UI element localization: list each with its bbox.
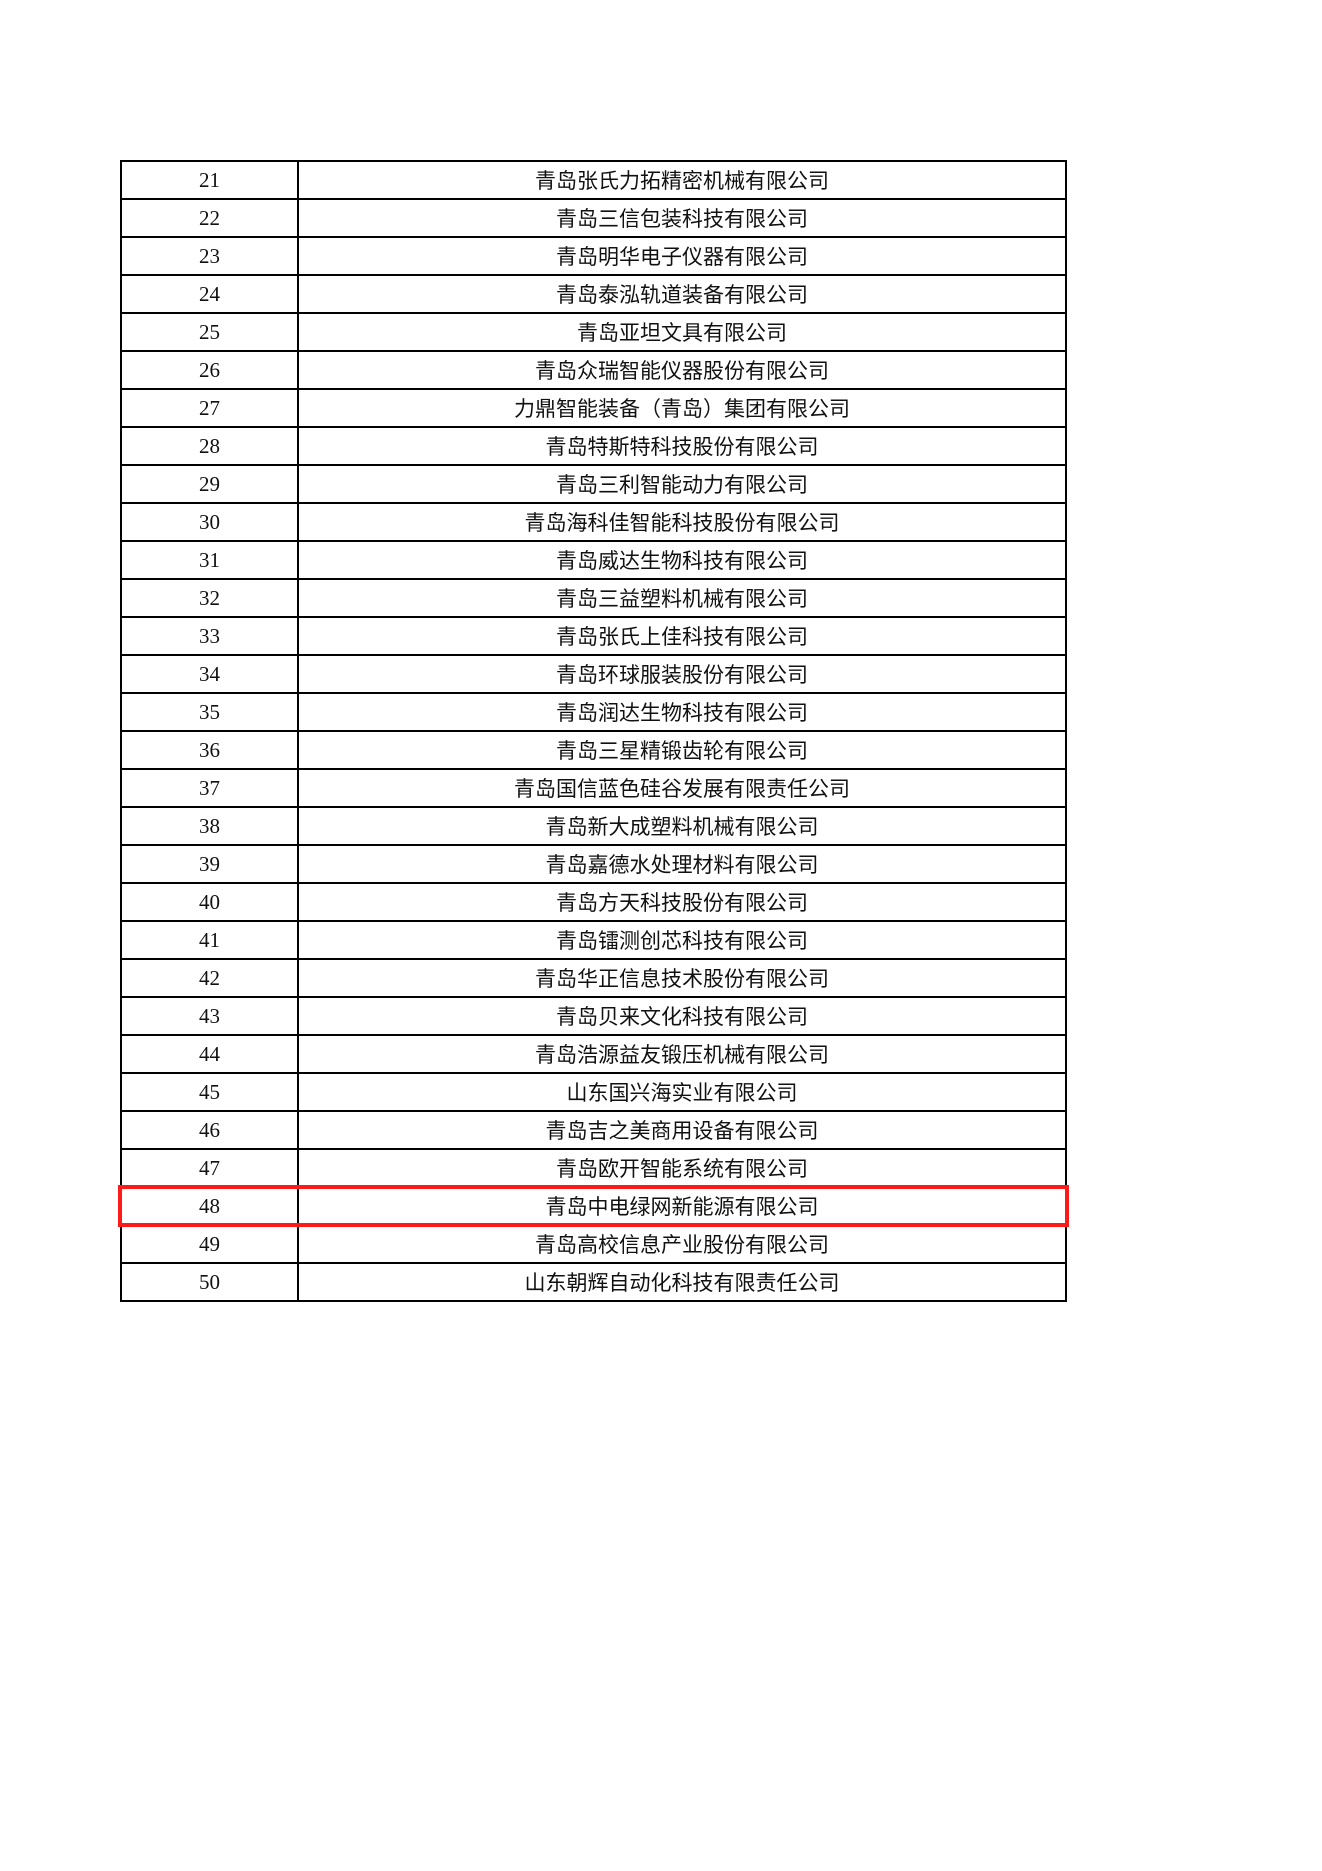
company-name: 青岛新大成塑料机械有限公司 [297, 806, 1067, 846]
table-row: 48 青岛中电绿网新能源有限公司 [120, 1186, 1067, 1226]
company-name: 山东国兴海实业有限公司 [297, 1072, 1067, 1112]
company-name: 青岛欧开智能系统有限公司 [297, 1148, 1067, 1188]
row-number: 34 [120, 654, 299, 694]
row-number: 48 [120, 1186, 299, 1226]
table-row: 43 青岛贝来文化科技有限公司 [120, 996, 1067, 1036]
table-row: 32 青岛三益塑料机械有限公司 [120, 578, 1067, 618]
table-row: 34 青岛环球服装股份有限公司 [120, 654, 1067, 694]
table-row: 27 力鼎智能装备（青岛）集团有限公司 [120, 388, 1067, 428]
row-number: 38 [120, 806, 299, 846]
row-number: 47 [120, 1148, 299, 1188]
company-name: 青岛海科佳智能科技股份有限公司 [297, 502, 1067, 542]
row-number: 33 [120, 616, 299, 656]
company-name: 青岛特斯特科技股份有限公司 [297, 426, 1067, 466]
table-row: 45 山东国兴海实业有限公司 [120, 1072, 1067, 1112]
table-row: 44 青岛浩源益友锻压机械有限公司 [120, 1034, 1067, 1074]
table-row: 21 青岛张氏力拓精密机械有限公司 [120, 160, 1067, 200]
table-row: 28 青岛特斯特科技股份有限公司 [120, 426, 1067, 466]
company-name: 青岛亚坦文具有限公司 [297, 312, 1067, 352]
company-name: 青岛三益塑料机械有限公司 [297, 578, 1067, 618]
row-number: 32 [120, 578, 299, 618]
row-number: 46 [120, 1110, 299, 1150]
company-name: 青岛吉之美商用设备有限公司 [297, 1110, 1067, 1150]
company-name: 青岛威达生物科技有限公司 [297, 540, 1067, 580]
row-number: 39 [120, 844, 299, 884]
table-row: 40 青岛方天科技股份有限公司 [120, 882, 1067, 922]
table-row: 36 青岛三星精锻齿轮有限公司 [120, 730, 1067, 770]
company-name: 青岛三信包装科技有限公司 [297, 198, 1067, 238]
table-row: 50 山东朝辉自动化科技有限责任公司 [120, 1262, 1067, 1302]
company-name: 青岛环球服装股份有限公司 [297, 654, 1067, 694]
table-row: 35 青岛润达生物科技有限公司 [120, 692, 1067, 732]
company-name: 青岛浩源益友锻压机械有限公司 [297, 1034, 1067, 1074]
company-name: 青岛嘉德水处理材料有限公司 [297, 844, 1067, 884]
company-name: 青岛贝来文化科技有限公司 [297, 996, 1067, 1036]
row-number: 40 [120, 882, 299, 922]
company-name: 青岛方天科技股份有限公司 [297, 882, 1067, 922]
table-row: 23 青岛明华电子仪器有限公司 [120, 236, 1067, 276]
row-number: 36 [120, 730, 299, 770]
row-number: 22 [120, 198, 299, 238]
table-row: 47 青岛欧开智能系统有限公司 [120, 1148, 1067, 1188]
company-name: 青岛张氏上佳科技有限公司 [297, 616, 1067, 656]
company-list-table: 21 青岛张氏力拓精密机械有限公司 22 青岛三信包装科技有限公司 23 青岛明华电子仪器… [120, 160, 1067, 1302]
row-number: 49 [120, 1224, 299, 1264]
table-row: 33 青岛张氏上佳科技有限公司 [120, 616, 1067, 656]
company-name: 青岛国信蓝色硅谷发展有限责任公司 [297, 768, 1067, 808]
row-number: 26 [120, 350, 299, 390]
table-row: 38 青岛新大成塑料机械有限公司 [120, 806, 1067, 846]
row-number: 50 [120, 1262, 299, 1302]
company-name: 力鼎智能装备（青岛）集团有限公司 [297, 388, 1067, 428]
company-name: 青岛张氏力拓精密机械有限公司 [297, 160, 1067, 200]
company-name: 青岛中电绿网新能源有限公司 [297, 1186, 1067, 1226]
company-name: 青岛华正信息技术股份有限公司 [297, 958, 1067, 998]
row-number: 35 [120, 692, 299, 732]
table-row: 30 青岛海科佳智能科技股份有限公司 [120, 502, 1067, 542]
row-number: 45 [120, 1072, 299, 1112]
table-row: 49 青岛高校信息产业股份有限公司 [120, 1224, 1067, 1264]
table-row: 25 青岛亚坦文具有限公司 [120, 312, 1067, 352]
company-name: 青岛润达生物科技有限公司 [297, 692, 1067, 732]
table-row: 37 青岛国信蓝色硅谷发展有限责任公司 [120, 768, 1067, 808]
company-name: 青岛泰泓轨道装备有限公司 [297, 274, 1067, 314]
row-number: 37 [120, 768, 299, 808]
table-row: 29 青岛三利智能动力有限公司 [120, 464, 1067, 504]
table-row: 24 青岛泰泓轨道装备有限公司 [120, 274, 1067, 314]
company-name: 山东朝辉自动化科技有限责任公司 [297, 1262, 1067, 1302]
company-name: 青岛镭测创芯科技有限公司 [297, 920, 1067, 960]
table-row: 31 青岛威达生物科技有限公司 [120, 540, 1067, 580]
row-number: 42 [120, 958, 299, 998]
company-name: 青岛三利智能动力有限公司 [297, 464, 1067, 504]
table-row: 39 青岛嘉德水处理材料有限公司 [120, 844, 1067, 884]
row-number: 24 [120, 274, 299, 314]
company-name: 青岛明华电子仪器有限公司 [297, 236, 1067, 276]
table-row: 41 青岛镭测创芯科技有限公司 [120, 920, 1067, 960]
row-number: 28 [120, 426, 299, 466]
table-row: 46 青岛吉之美商用设备有限公司 [120, 1110, 1067, 1150]
row-number: 25 [120, 312, 299, 352]
company-name: 青岛三星精锻齿轮有限公司 [297, 730, 1067, 770]
row-number: 44 [120, 1034, 299, 1074]
row-number: 23 [120, 236, 299, 276]
table-row: 22 青岛三信包装科技有限公司 [120, 198, 1067, 238]
row-number: 30 [120, 502, 299, 542]
row-number: 31 [120, 540, 299, 580]
table-row: 42 青岛华正信息技术股份有限公司 [120, 958, 1067, 998]
company-name: 青岛高校信息产业股份有限公司 [297, 1224, 1067, 1264]
row-number: 41 [120, 920, 299, 960]
row-number: 43 [120, 996, 299, 1036]
company-name: 青岛众瑞智能仪器股份有限公司 [297, 350, 1067, 390]
row-number: 29 [120, 464, 299, 504]
row-number: 27 [120, 388, 299, 428]
table-row: 26 青岛众瑞智能仪器股份有限公司 [120, 350, 1067, 390]
row-number: 21 [120, 160, 299, 200]
